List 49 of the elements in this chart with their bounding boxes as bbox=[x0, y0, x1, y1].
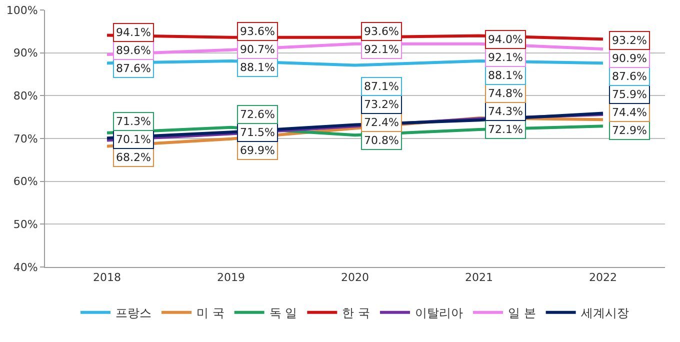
data-label: 93.2% bbox=[612, 34, 647, 47]
legend-label: 독 일 bbox=[269, 306, 298, 320]
x-tick-label: 2021 bbox=[465, 271, 493, 284]
data-label: 71.3% bbox=[116, 115, 151, 128]
y-tick-label: 70% bbox=[13, 132, 38, 146]
data-label: 87.6% bbox=[612, 70, 647, 83]
data-label: 70.8% bbox=[364, 134, 399, 147]
legend-label: 프랑스 bbox=[116, 306, 152, 320]
data-label: 72.9% bbox=[612, 124, 647, 137]
legend-label: 이탈리아 bbox=[414, 306, 463, 320]
legend-label: 한 국 bbox=[342, 306, 370, 320]
y-tick-label: 40% bbox=[13, 260, 38, 274]
x-tick-label: 2020 bbox=[341, 271, 369, 284]
data-label: 69.9% bbox=[240, 144, 275, 157]
legend-label: 일 본 bbox=[508, 306, 536, 320]
data-label: 71.5% bbox=[240, 126, 275, 139]
data-label: 92.1% bbox=[364, 43, 399, 56]
data-label: 74.4% bbox=[612, 106, 647, 119]
y-tick-label: 100% bbox=[6, 4, 38, 17]
data-label: 72.4% bbox=[364, 116, 399, 129]
data-label: 89.6% bbox=[116, 44, 151, 57]
data-label: 93.6% bbox=[240, 25, 275, 38]
data-label: 74.3% bbox=[488, 105, 523, 118]
legend-label: 미 국 bbox=[196, 306, 224, 320]
data-label: 94.0% bbox=[488, 33, 523, 46]
x-tick-label: 2022 bbox=[589, 271, 617, 284]
data-label: 90.9% bbox=[612, 52, 647, 65]
y-tick-label: 90% bbox=[13, 46, 38, 60]
data-label: 94.1% bbox=[116, 26, 151, 39]
data-label: 88.1% bbox=[488, 69, 523, 82]
data-label: 92.1% bbox=[488, 51, 523, 64]
data-label: 72.1% bbox=[488, 123, 523, 136]
y-tick-label: 80% bbox=[13, 90, 38, 103]
data-label: 88.1% bbox=[240, 61, 275, 74]
data-label: 68.2% bbox=[116, 151, 151, 164]
legend-label: 세계시장 bbox=[580, 306, 629, 320]
x-tick-label: 2019 bbox=[217, 271, 245, 284]
data-label: 90.7% bbox=[240, 43, 275, 56]
data-label: 87.6% bbox=[116, 62, 151, 75]
y-tick-label: 50% bbox=[13, 218, 38, 232]
x-tick-label: 2018 bbox=[93, 271, 121, 284]
y-tick-label: 60% bbox=[13, 175, 38, 188]
data-label: 75.9% bbox=[612, 88, 647, 101]
data-label: 74.8% bbox=[488, 87, 523, 100]
data-label: 93.6% bbox=[364, 25, 399, 38]
data-label: 70.1% bbox=[116, 133, 151, 146]
data-label: 72.6% bbox=[240, 108, 275, 121]
data-label: 87.1% bbox=[364, 80, 399, 93]
data-label: 73.2% bbox=[364, 98, 399, 111]
